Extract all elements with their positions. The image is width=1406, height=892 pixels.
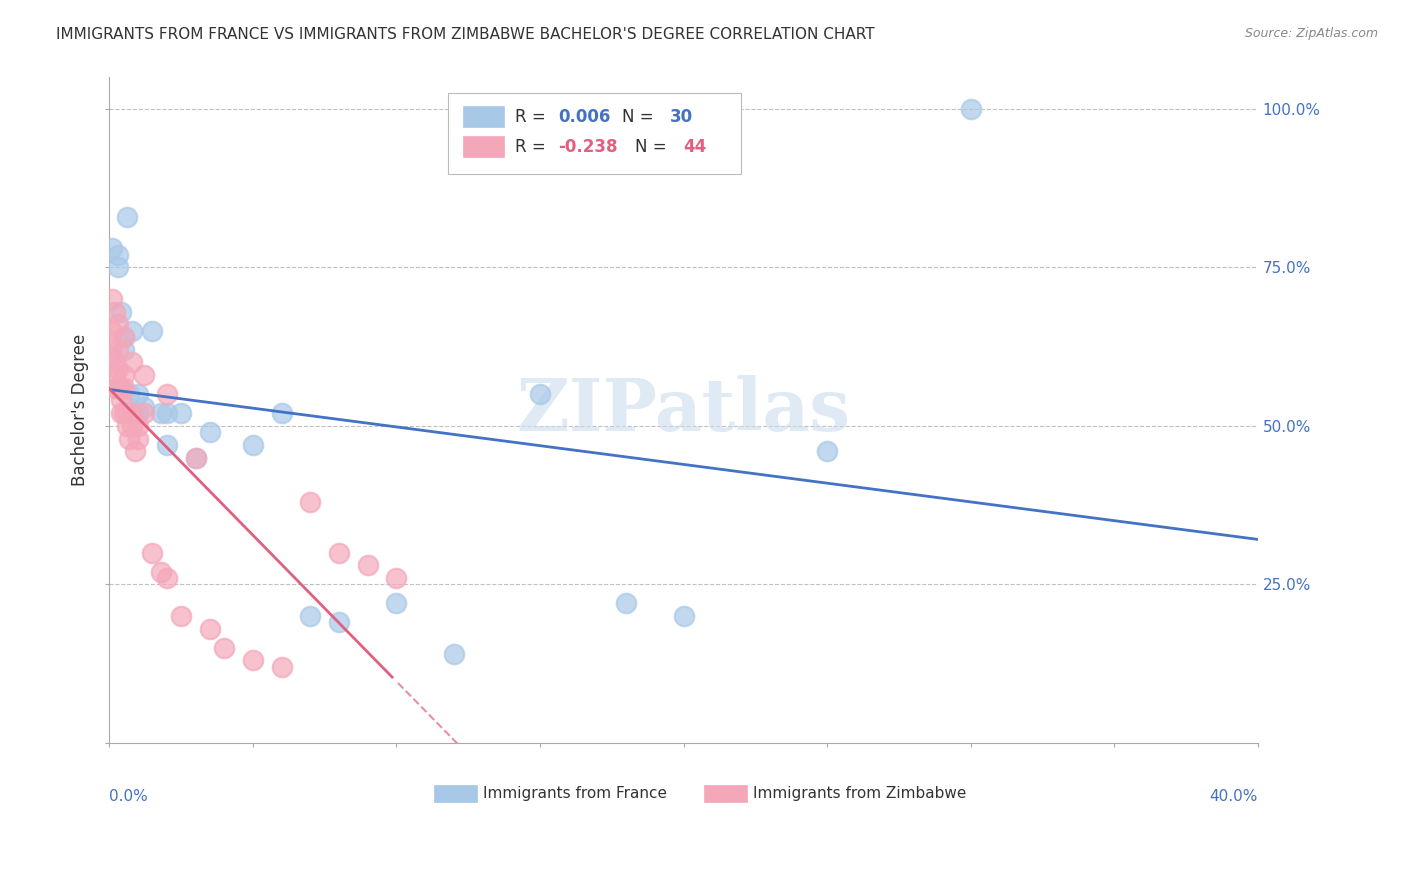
Point: [141, 545, 163, 559]
Point: [328, 615, 350, 630]
Point: [107, 343, 129, 357]
Y-axis label: Bachelor's Degree: Bachelor's Degree: [72, 334, 89, 486]
Point: [127, 406, 149, 420]
Point: [101, 324, 124, 338]
Point: [112, 330, 135, 344]
Point: [121, 406, 143, 420]
Point: [104, 305, 127, 319]
Point: [110, 393, 132, 408]
Text: 0.0%: 0.0%: [110, 789, 148, 804]
Point: [101, 349, 124, 363]
FancyBboxPatch shape: [704, 785, 747, 803]
Point: [198, 425, 221, 439]
Text: N =: N =: [621, 108, 658, 126]
Point: [101, 336, 124, 351]
FancyBboxPatch shape: [449, 93, 741, 174]
Point: [184, 450, 207, 465]
Text: -0.238: -0.238: [558, 137, 617, 155]
Point: [529, 387, 551, 401]
Point: [242, 653, 264, 667]
Point: [112, 330, 135, 344]
Point: [107, 361, 129, 376]
Text: 44: 44: [683, 137, 707, 155]
Text: Immigrants from Zimbabwe: Immigrants from Zimbabwe: [752, 786, 966, 801]
Text: 0.006: 0.006: [558, 108, 610, 126]
Point: [132, 406, 155, 420]
Point: [107, 260, 129, 275]
Text: Immigrants from France: Immigrants from France: [482, 786, 666, 801]
Point: [150, 406, 173, 420]
Point: [815, 444, 838, 458]
Point: [127, 418, 149, 433]
FancyBboxPatch shape: [434, 785, 477, 803]
Point: [170, 608, 193, 623]
Text: Source: ZipAtlas.com: Source: ZipAtlas.com: [1244, 27, 1378, 40]
Point: [672, 608, 695, 623]
Point: [270, 406, 292, 420]
Text: ZIPatlas: ZIPatlas: [516, 375, 851, 445]
Point: [121, 418, 143, 433]
Point: [328, 545, 350, 559]
Point: [112, 368, 135, 383]
Point: [101, 242, 124, 256]
Point: [107, 381, 129, 395]
Point: [104, 355, 127, 369]
FancyBboxPatch shape: [463, 106, 505, 128]
Point: [110, 305, 132, 319]
Point: [242, 438, 264, 452]
Point: [156, 387, 179, 401]
Point: [110, 406, 132, 420]
Point: [112, 343, 135, 357]
Point: [385, 596, 408, 610]
Point: [104, 368, 127, 383]
Text: R =: R =: [515, 108, 551, 126]
Text: 40.0%: 40.0%: [1209, 789, 1258, 804]
Point: [104, 381, 127, 395]
Point: [118, 387, 141, 401]
Point: [270, 659, 292, 673]
Point: [156, 438, 179, 452]
Point: [132, 368, 155, 383]
Point: [101, 292, 124, 306]
Point: [156, 406, 179, 420]
Point: [299, 608, 322, 623]
Point: [115, 406, 138, 420]
Point: [184, 450, 207, 465]
Point: [107, 248, 129, 262]
Point: [150, 565, 173, 579]
Point: [132, 400, 155, 414]
Point: [141, 324, 163, 338]
Point: [357, 558, 380, 573]
Point: [112, 381, 135, 395]
Point: [115, 210, 138, 224]
Text: IMMIGRANTS FROM FRANCE VS IMMIGRANTS FROM ZIMBABWE BACHELOR'S DEGREE CORRELATION: IMMIGRANTS FROM FRANCE VS IMMIGRANTS FRO…: [56, 27, 875, 42]
Point: [127, 432, 149, 446]
Point: [198, 622, 221, 636]
Point: [107, 318, 129, 332]
Point: [614, 596, 637, 610]
Point: [443, 647, 465, 661]
Text: R =: R =: [515, 137, 551, 155]
Point: [121, 355, 143, 369]
Point: [118, 432, 141, 446]
Point: [385, 571, 408, 585]
Point: [121, 324, 143, 338]
Text: 30: 30: [669, 108, 693, 126]
Point: [112, 406, 135, 420]
Point: [959, 102, 981, 116]
Point: [212, 640, 235, 655]
Text: N =: N =: [636, 137, 672, 155]
Point: [299, 495, 322, 509]
FancyBboxPatch shape: [463, 136, 505, 157]
Point: [170, 406, 193, 420]
Point: [115, 418, 138, 433]
Point: [127, 387, 149, 401]
Point: [110, 381, 132, 395]
Point: [124, 444, 146, 458]
Point: [156, 571, 179, 585]
